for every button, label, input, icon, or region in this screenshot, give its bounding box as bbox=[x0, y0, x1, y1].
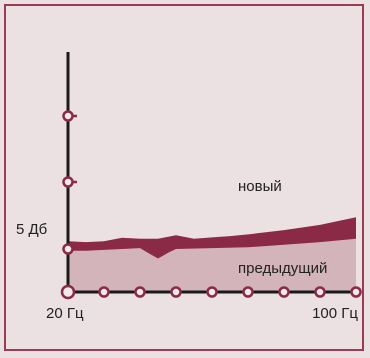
x-axis-marker bbox=[278, 286, 290, 298]
y-axis-marker bbox=[62, 243, 74, 255]
y-tick-label-5db: 5 Дб bbox=[16, 221, 47, 238]
x-axis-marker bbox=[134, 286, 146, 298]
x-axis-marker bbox=[242, 286, 254, 298]
x-axis-marker bbox=[170, 286, 182, 298]
chart-frame: новый предыдущий 5 Дб 20 Гц 100 Гц bbox=[4, 4, 364, 351]
y-axis-marker bbox=[62, 110, 74, 122]
x-axis-marker bbox=[98, 286, 110, 298]
x-axis-marker bbox=[314, 286, 326, 298]
eq-chart: новый предыдущий 5 Дб 20 Гц 100 Гц bbox=[16, 52, 362, 322]
x-tick-label-100hz: 100 Гц bbox=[312, 305, 358, 322]
series-label-previous: предыдущий bbox=[238, 260, 327, 277]
area-series-1 bbox=[68, 238, 356, 292]
y-axis-marker bbox=[62, 176, 74, 188]
x-axis-marker bbox=[206, 286, 218, 298]
x-tick-label-20hz: 20 Гц bbox=[46, 305, 84, 322]
x-axis-marker bbox=[350, 286, 362, 298]
series-label-new: новый bbox=[238, 178, 282, 195]
x-axis-marker bbox=[60, 284, 76, 300]
